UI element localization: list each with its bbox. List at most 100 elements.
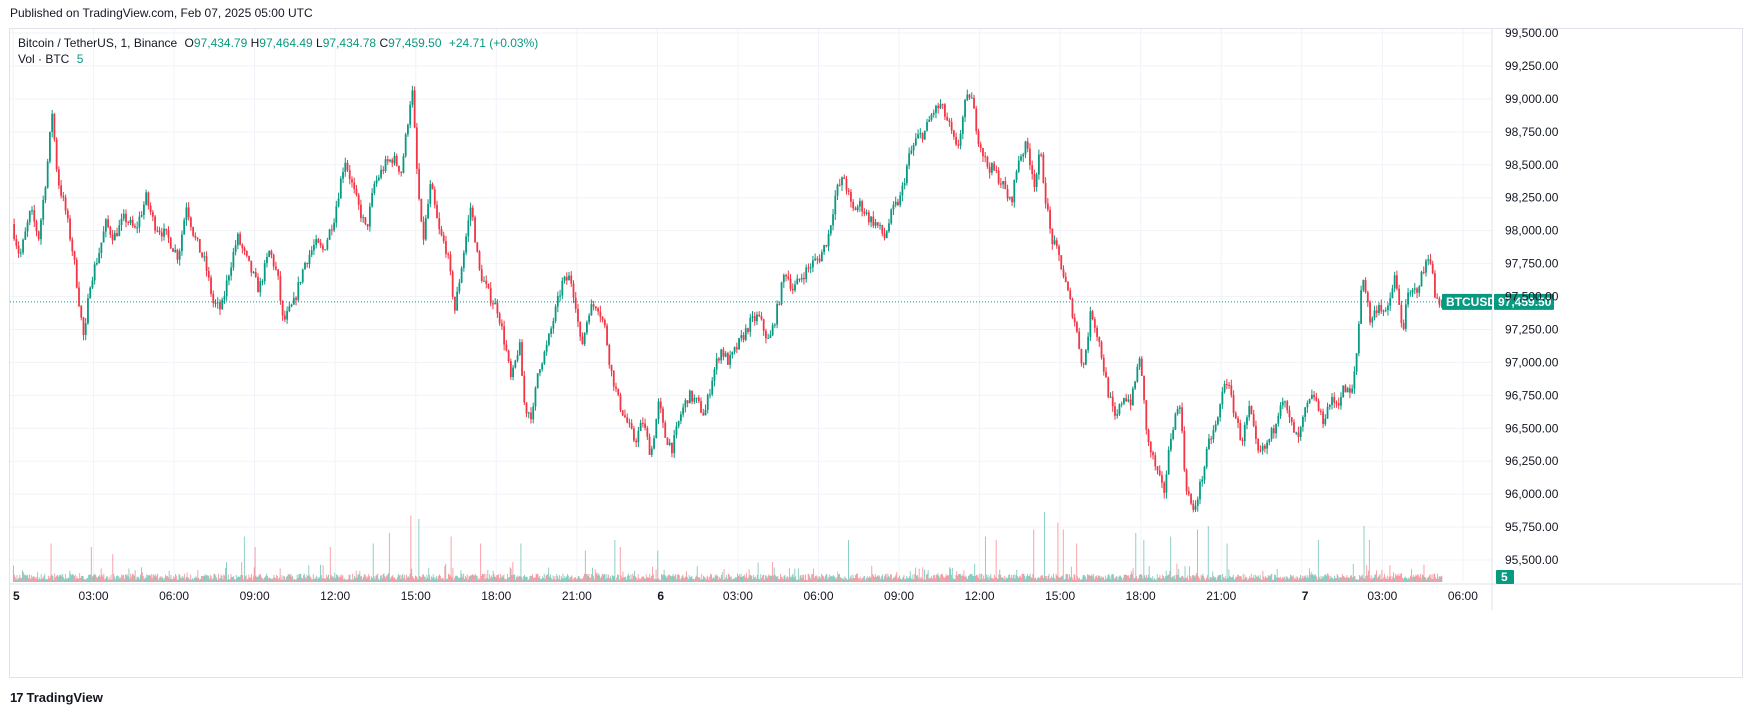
volume-bar [322,565,324,582]
volume-bar [592,575,594,582]
volume-bar [1244,574,1246,582]
candle-body [767,338,770,340]
candle-body [702,412,705,416]
volume-bar [1045,576,1047,582]
volume-bar [821,573,823,582]
candle-body [1004,181,1007,190]
volume-bar [602,574,604,582]
volume-bar [1407,579,1409,582]
x-tick-label: 09:00 [240,589,270,603]
legend-volume-label[interactable]: Vol · BTC [18,52,70,66]
volume-bar [310,576,312,582]
volume-bar [674,575,676,582]
volume-bar [614,540,616,582]
volume-bar [184,579,186,582]
volume-bar [96,577,98,582]
volume-bar [963,570,965,582]
candle-body [787,276,790,279]
volume-bar [756,574,758,582]
volume-bar [727,578,729,582]
volume-bar [1380,579,1382,582]
volume-bar [476,575,478,582]
candle-body [1402,322,1405,329]
volume-bar [980,573,982,582]
volume-bar [164,577,166,582]
candle-body [715,358,718,370]
volume-bar [649,573,651,582]
candle-body [149,205,152,213]
volume-bar [1149,577,1151,582]
volume-bar [309,575,311,582]
volume-bar [91,576,93,582]
candle-body [756,314,758,322]
volume-bar [738,574,740,582]
volume-bar [187,577,189,582]
volume-bar [498,574,499,582]
candle-body [1205,448,1208,467]
tradingview-logo[interactable]: 17 TradingView [10,690,103,705]
volume-bar [584,550,586,582]
y-tick-label: 96,750.00 [1505,388,1559,402]
volume-bar [422,573,424,582]
volume-bar [572,579,574,582]
volume-bar [376,574,378,582]
volume-bar [542,577,544,582]
volume-bar [1033,529,1035,582]
candle-body [1268,439,1271,443]
candle-body [1183,431,1186,470]
volume-bar [42,578,44,582]
candle-body [930,114,933,120]
volume-bar [143,578,145,582]
volume-bar [528,579,530,582]
volume-bar [673,576,675,582]
volume-bar [1266,577,1268,582]
candle-body [903,183,906,186]
candle-body [1170,438,1172,450]
volume-bar [1348,576,1350,582]
candle-body [1384,309,1387,311]
candle-body [565,276,568,281]
chart-frame[interactable] [9,28,1743,678]
volume-bar [149,575,151,582]
volume-bar [409,573,411,582]
volume-bar [1172,576,1174,582]
volume-bar [251,579,253,582]
volume-bar [333,577,335,582]
candle-body [1194,505,1197,510]
volume-bar [225,567,227,582]
volume-bar [443,579,445,582]
volume-bar [416,577,418,582]
volume-bar [539,575,541,582]
candle-body [109,226,112,235]
volume-bar [146,574,148,582]
candle-body [1123,398,1125,404]
legend-symbol[interactable]: Bitcoin / TetherUS, 1, Binance [18,36,178,50]
candle-body [1073,317,1076,323]
volume-bar [1295,578,1297,582]
candle-body [1078,331,1081,349]
volume-bar [599,575,601,582]
volume-bar [62,573,64,582]
candle-body [104,219,107,232]
volume-bar [717,576,719,582]
volume-bar [276,574,278,582]
volume-bar [1242,573,1244,582]
volume-bar [949,567,951,582]
volume-bar [1163,576,1164,582]
volume-bar [836,577,838,582]
candle-body [483,280,485,282]
volume-bar [396,579,397,582]
volume-bar [44,573,46,582]
candle-body [333,222,335,231]
volume-bar [273,574,275,582]
volume-bar [38,577,40,582]
candle-body [368,206,371,227]
volume-bar [405,579,406,582]
candle-body [451,271,454,297]
candle-body [281,300,284,316]
volume-bar [1311,574,1313,582]
volume-bar [332,576,334,582]
candle-body [66,210,69,219]
candle-body [1313,394,1316,398]
